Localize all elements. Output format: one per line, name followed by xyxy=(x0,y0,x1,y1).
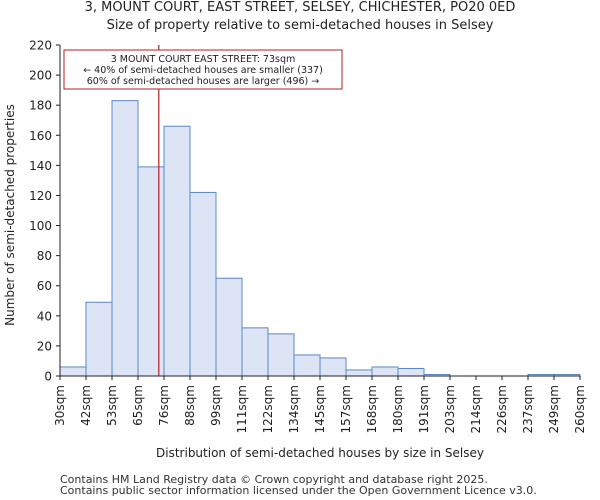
y-tick-label: 120 xyxy=(29,189,52,203)
y-tick-label: 180 xyxy=(29,99,52,113)
x-tick-label: 260sqm xyxy=(573,385,587,433)
x-tick-label: 42sqm xyxy=(79,385,93,426)
y-tick-label: 60 xyxy=(37,279,52,293)
y-tick-label: 200 xyxy=(29,69,52,83)
histogram-bar xyxy=(241,327,269,377)
y-tick-label: 80 xyxy=(37,249,52,263)
x-tick-label: 111sqm xyxy=(235,385,249,433)
annotation-line-1: 3 MOUNT COURT EAST STREET: 73sqm xyxy=(111,54,296,65)
x-tick-label: 134sqm xyxy=(287,385,301,433)
x-tick-label: 145sqm xyxy=(313,385,327,433)
y-tick-label: 40 xyxy=(37,309,52,323)
y-tick-label: 220 xyxy=(29,39,52,53)
histogram-bar xyxy=(137,166,165,377)
footer-licence-line: Contains public sector information licen… xyxy=(60,484,537,497)
histogram-bar xyxy=(215,277,243,377)
y-tick-label: 100 xyxy=(29,219,52,233)
x-tick-label: 53sqm xyxy=(105,385,119,426)
histogram-bar xyxy=(163,125,191,377)
histogram-bar xyxy=(319,357,347,377)
histogram-bar xyxy=(189,191,217,377)
x-tick-label: 191sqm xyxy=(417,385,431,433)
histogram-bar xyxy=(85,301,113,377)
y-tick-label: 140 xyxy=(29,159,52,173)
x-tick-label: 226sqm xyxy=(495,385,509,433)
histogram-bar xyxy=(111,100,139,377)
x-tick-label: 65sqm xyxy=(131,385,145,426)
x-tick-label: 249sqm xyxy=(547,385,561,433)
x-tick-label: 214sqm xyxy=(469,385,483,433)
chart-subtitle: Size of property relative to semi-detach… xyxy=(106,18,494,33)
x-tick-label: 203sqm xyxy=(443,385,457,433)
x-tick-label: 88sqm xyxy=(183,385,197,426)
annotation-box: 3 MOUNT COURT EAST STREET: 73sqm ← 40% o… xyxy=(63,49,343,90)
annotation-line-3: 60% of semi-detached houses are larger (… xyxy=(87,76,320,87)
y-axis-label: Number of semi-detached properties xyxy=(3,104,17,326)
y-tick-label: 160 xyxy=(29,129,52,143)
annotation-frame xyxy=(63,49,343,90)
x-axis-label: Distribution of semi-detached houses by … xyxy=(156,446,484,460)
x-tick-label: 180sqm xyxy=(391,385,405,433)
histogram-bar xyxy=(267,333,295,377)
y-tick-label: 0 xyxy=(44,370,52,384)
footer-copyright-line: Contains HM Land Registry data © Crown c… xyxy=(60,473,488,486)
y-tick-label: 20 xyxy=(37,339,52,353)
x-tick-label: 168sqm xyxy=(365,385,379,433)
x-tick-label: 157sqm xyxy=(339,385,353,433)
x-tick-label: 76sqm xyxy=(157,385,171,426)
chart-title: 3, MOUNT COURT, EAST STREET, SELSEY, CHI… xyxy=(84,0,516,15)
histogram-bar xyxy=(59,366,87,377)
x-tick-label: 99sqm xyxy=(209,385,223,426)
histogram-bar xyxy=(397,367,425,377)
x-tick-label: 237sqm xyxy=(521,385,535,433)
histogram-bar xyxy=(371,366,399,377)
histogram-bar xyxy=(345,369,373,377)
x-tick-label: 30sqm xyxy=(53,385,67,426)
x-tick-label: 122sqm xyxy=(261,385,275,433)
histogram-bar xyxy=(293,354,321,377)
annotation-line-2: ← 40% of semi-detached houses are smalle… xyxy=(83,65,323,76)
